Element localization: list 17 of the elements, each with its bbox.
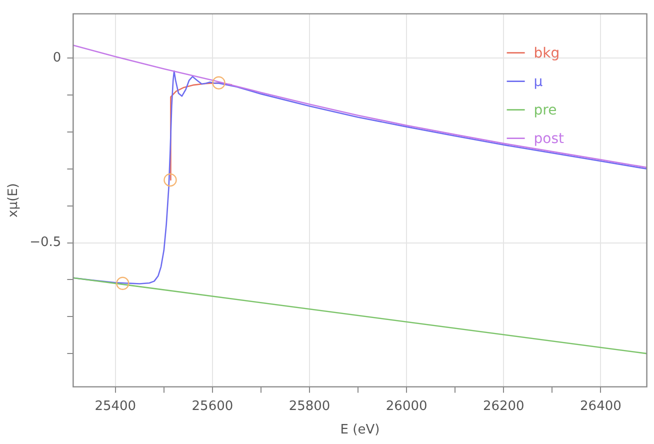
x-tick-label: 26000	[386, 398, 428, 414]
point	[164, 173, 177, 187]
legend-label: post	[534, 130, 565, 147]
x-axis-title: E (eV)	[340, 422, 380, 438]
x-tick-label: 25600	[192, 398, 234, 414]
x-tick-label: 26400	[580, 398, 622, 414]
y-axis-title: xμ(E)	[6, 183, 22, 218]
point	[116, 276, 130, 290]
x-tick-label: 25400	[94, 398, 136, 414]
x-tick-label: 25800	[288, 398, 330, 414]
point	[212, 76, 226, 90]
legend-label: μ	[534, 74, 543, 90]
x-tick-label: 26200	[482, 398, 524, 414]
y-tick-label: −0.5	[30, 235, 62, 250]
legend-label: bkg	[534, 45, 560, 62]
y-tick-label: 0	[52, 50, 62, 66]
legend-label: pre	[534, 102, 557, 118]
